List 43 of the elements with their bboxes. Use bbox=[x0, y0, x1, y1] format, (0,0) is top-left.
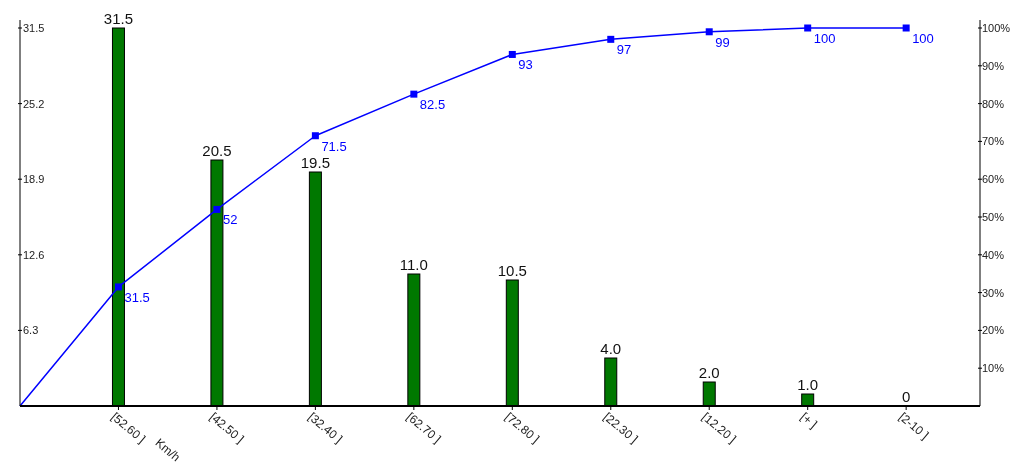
y2-tick-label: 50% bbox=[982, 211, 1005, 223]
point bbox=[213, 205, 221, 213]
y-tick-label: 18.9 bbox=[23, 173, 45, 186]
y-tick-label: 31.5 bbox=[23, 22, 45, 34]
data-label: 2.0 bbox=[698, 364, 720, 381]
y2-tick-label: 70% bbox=[982, 135, 1005, 148]
data-label: 4.0 bbox=[600, 340, 622, 357]
data-label: 52 bbox=[222, 212, 238, 228]
point bbox=[508, 50, 516, 58]
data-label: 97 bbox=[616, 42, 632, 58]
y-tick-label: 6.3 bbox=[23, 324, 39, 337]
data-label: 1.0 bbox=[797, 376, 819, 393]
data-label: 20.5 bbox=[202, 142, 232, 159]
y2-tick-label: 80% bbox=[982, 97, 1005, 110]
y-tick-label: 25.2 bbox=[23, 97, 45, 110]
y2-tick-label: 10% bbox=[982, 362, 1005, 375]
data-label: 100 bbox=[912, 31, 934, 46]
x-tick-label: [+ ] bbox=[797, 409, 820, 432]
y2-tick-label: 90% bbox=[982, 59, 1005, 72]
y2-tick-label: 20% bbox=[982, 324, 1005, 337]
y2-tick-label: 30% bbox=[982, 286, 1005, 299]
data-label: 31.5 bbox=[124, 289, 150, 305]
data-label: 99 bbox=[715, 34, 730, 50]
data-label: 93 bbox=[518, 57, 533, 73]
data-label: 100 bbox=[813, 31, 836, 46]
data-label: 11.0 bbox=[399, 256, 428, 273]
data-label: 71.5 bbox=[321, 138, 347, 154]
data-label: 0 bbox=[901, 388, 911, 405]
y2-tick-label: 60% bbox=[982, 173, 1005, 186]
data-label: 31.5 bbox=[103, 10, 134, 27]
point bbox=[410, 90, 418, 98]
point bbox=[902, 24, 910, 32]
point bbox=[114, 283, 122, 291]
y-tick-label: 12.6 bbox=[23, 248, 45, 261]
y2-tick-label: 100% bbox=[982, 22, 1011, 34]
point bbox=[311, 132, 319, 140]
point bbox=[607, 35, 615, 43]
y2-tick-label: 40% bbox=[982, 248, 1005, 261]
data-label: 10.5 bbox=[497, 262, 527, 279]
data-label: 19.5 bbox=[300, 154, 330, 171]
point bbox=[705, 28, 713, 36]
point bbox=[804, 24, 812, 32]
data-label: 82.5 bbox=[419, 97, 446, 113]
